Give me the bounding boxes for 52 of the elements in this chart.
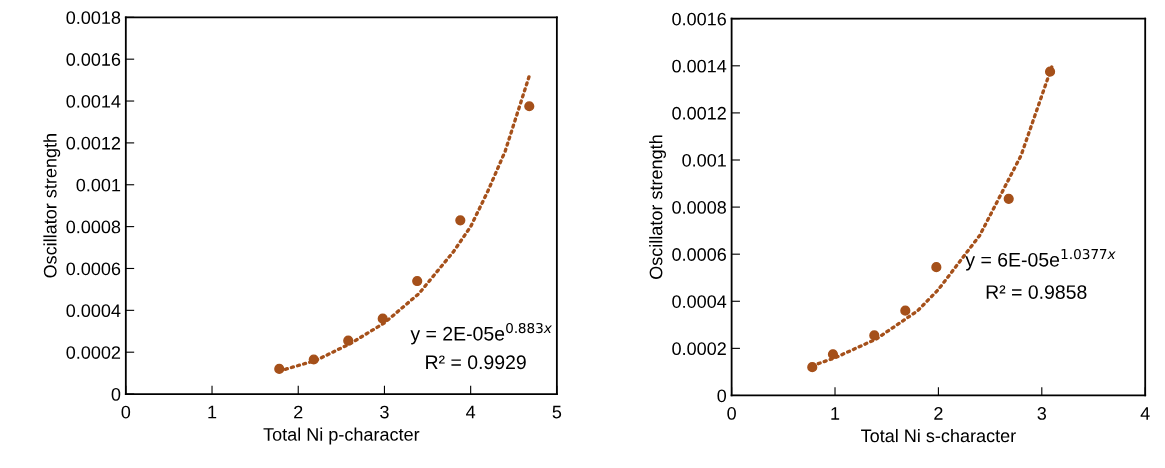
- y-tick-label: 0: [717, 389, 727, 403]
- x-tick-label: 4: [466, 405, 476, 419]
- y-tick-label: 0: [111, 387, 121, 401]
- annotation: y = 2E-05e$^{0.883x}$: [410, 322, 552, 345]
- annotation: y = 6E-05e$^{1.0377x}$: [965, 248, 1116, 271]
- x-tick-label: 0: [121, 405, 131, 419]
- point: [343, 335, 354, 346]
- y-tick-label: 0.0008: [66, 220, 121, 234]
- y-tick-label: 0.0002: [672, 342, 726, 356]
- y-axis-title: Oscillator strength: [649, 135, 666, 279]
- point: [900, 305, 911, 316]
- point: [274, 363, 285, 375]
- x-tick-label: 2: [294, 405, 303, 419]
- point: [308, 354, 319, 365]
- x-tick-label: 4: [1140, 407, 1150, 420]
- x-tick-label: 3: [380, 405, 389, 419]
- y-tick-label: 0.001: [682, 153, 726, 167]
- point: [1003, 193, 1014, 204]
- y-tick-label: 0.0016: [66, 53, 121, 66]
- annotation: R² = 0.9929: [426, 355, 526, 370]
- y-tick-label: 0.0012: [66, 136, 121, 150]
- y-tick-label: 0.0002: [66, 346, 121, 359]
- point: [455, 215, 466, 226]
- x-axis-title: Total Ni p-character: [263, 427, 420, 445]
- x-tick-label: 5: [552, 405, 562, 419]
- y-tick-label: 0.0004: [66, 304, 121, 318]
- y-tick-label: 0.0008: [672, 201, 726, 214]
- y-tick-label: 0.0006: [66, 262, 121, 276]
- point: [377, 313, 388, 324]
- y-tick-label: 0.0018: [66, 11, 121, 25]
- y-tick-label: 0.0014: [672, 59, 727, 73]
- point: [524, 101, 535, 112]
- point: [869, 330, 880, 341]
- y-tick-label: 0.0016: [672, 12, 726, 26]
- point: [807, 362, 818, 373]
- y-tick-label: 0.0012: [672, 106, 726, 120]
- x-tick-label: 1: [208, 405, 217, 419]
- x-tick-label: 1: [831, 407, 840, 420]
- point: [412, 275, 423, 287]
- x-tick-label: 0: [727, 407, 736, 420]
- point: [1044, 66, 1056, 77]
- y-tick-label: 0.0004: [672, 295, 727, 308]
- point: [827, 349, 839, 360]
- annotation: R² = 0.9858: [986, 285, 1087, 299]
- x-tick-label: 3: [1037, 407, 1047, 420]
- y-tick-label: 0.0014: [66, 94, 121, 108]
- y-tick-label: 0.001: [76, 178, 121, 192]
- x-tick-label: 2: [934, 407, 943, 420]
- x-axis-title: Total Ni s-character: [861, 428, 1016, 443]
- y-axis-title: Oscillator strength: [43, 134, 61, 278]
- y-tick-label: 0.0006: [672, 248, 726, 261]
- point: [931, 262, 942, 273]
